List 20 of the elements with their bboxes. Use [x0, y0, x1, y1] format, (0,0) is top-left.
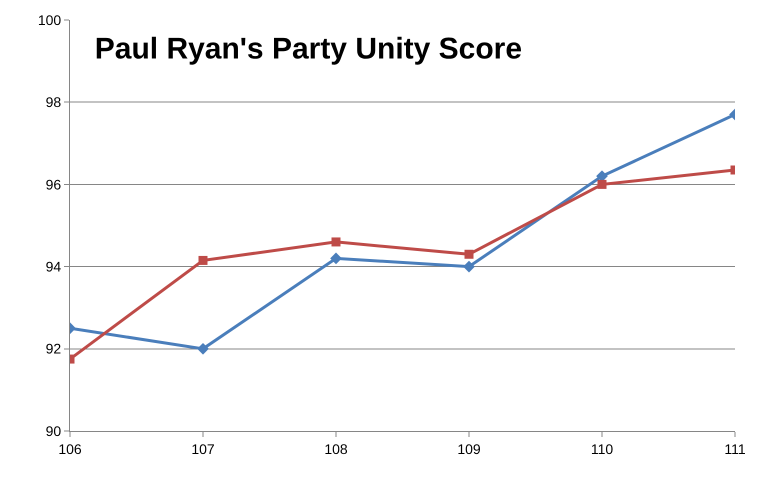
y-tick-label: 98	[46, 94, 62, 110]
x-tick-label: 108	[324, 440, 348, 457]
point	[332, 237, 340, 246]
y-tick-label: 90	[46, 422, 62, 439]
point	[598, 180, 606, 189]
x-tick-label: 107	[191, 440, 215, 457]
x-tick-label: 111	[724, 440, 746, 457]
x-tick-label: 110	[590, 440, 614, 457]
point	[197, 342, 209, 355]
point	[330, 252, 342, 264]
point	[464, 250, 474, 259]
chart-title: Paul Ryan's Party Unity Score	[94, 32, 522, 66]
y-tick-label: 100	[38, 12, 62, 28]
y-tick-label: 94	[46, 258, 62, 274]
x-tick-label: 109	[457, 440, 481, 457]
point	[463, 260, 475, 272]
point	[198, 256, 208, 265]
x-tick-label: 106	[58, 440, 82, 457]
y-tick-label: 96	[46, 176, 62, 192]
y-tick-label: 92	[46, 340, 62, 357]
